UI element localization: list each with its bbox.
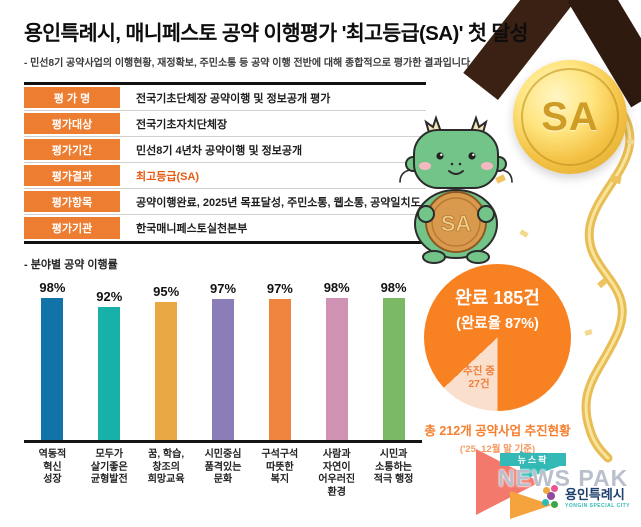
mascot-coin-text: SA [441,211,472,236]
bar-column: 98% [365,280,422,440]
pie-main-label-line2: (완료율 87%) [456,316,539,332]
bar [41,298,64,440]
bar [382,298,405,440]
bar-category-label: 역동적 혁신 성장 [38,449,67,485]
dragon-mascot: SA [399,114,513,264]
bar [212,299,234,440]
bar-value-label: 97% [209,281,237,296]
bar-category-label: 시민중심 품격있는 문화 [204,449,242,485]
table-row-value: 전국기초단체장 공약이행 및 정보공개 평가 [136,92,331,105]
confetti-piece [519,229,529,238]
bar-column: 95% [138,284,195,440]
bar-column: 98% [308,280,365,440]
table-row-value-highlight: 최고등급(SA) [136,170,200,183]
table-row: 평가결과 최고등급(SA) [24,163,426,189]
yongin-city-name-english: YONGIN SPECIAL CITY [565,503,630,509]
emblem-dot [551,500,558,508]
yongin-city-emblem-icon [540,484,560,509]
evaluation-table: 평 가 명 전국기초단체장 공약이행 및 정보공개 평가 평가대상 전국기초자치… [24,82,426,244]
pie-circle [424,264,571,411]
table-row-value: 한국매니페스토실천본부 [136,223,248,235]
bar [268,299,291,440]
page-subtitle: - 민선8기 공약사업의 이행현황, 재정확보, 주민소통 등 공약 이행 전반… [24,58,471,69]
bar-category-label: 시민과 소통하는 적극 행정 [373,449,414,485]
table-row: 평가기간 민선8기 4년차 공약이행 및 정보공개 [24,137,426,163]
emblem-dot [543,486,550,494]
bar-value-label: 97% [266,281,293,296]
table-row: 평 가 명 전국기초단체장 공약이행 및 정보공개 평가 [24,85,426,111]
pie-main-label: 완료 185건 (완료율 87%) [424,284,571,333]
pie-main-label-line1: 완료 185건 [455,288,540,308]
pie-chart: 완료 185건 (완료율 87%) 추진 중 27건 [424,264,571,411]
bar [325,298,348,440]
bar-value-label: 98% [323,280,350,295]
pie-summary-title: 총 212개 공약사업 추진현황 [424,424,571,438]
bar-value-label: 95% [153,284,180,299]
sa-medal: SA [513,60,627,174]
table-row-label: 평가항목 [24,191,120,212]
bar-column: 92% [81,289,138,440]
newspak-korean-label: 뉴스팍 [500,453,566,466]
medal-inner-ring [521,68,619,166]
table-row-label: 평 가 명 [24,87,120,108]
bar-chart: 98% 92% 95% 97% 97% 98% 98% 역동적 혁신 성장 모두가 살기좋은 … [24,276,422,499]
newspak-logo-text: NEWS PAK [498,465,629,491]
table-row-label: 평가대상 [24,113,120,134]
bar-value-label: 98% [380,280,407,295]
bar-category-label: 모두가 살기좋은 균형발전 [90,449,128,485]
bar-category-label: 사람과 자연이 어우러진 환경 [318,449,356,498]
table-row: 평가기관 한국매니페스토실천본부 [24,215,426,241]
bar-value-label: 98% [39,280,66,295]
table-row: 평가대상 전국기초자치단체장 [24,111,426,137]
table-row-value: 민선8기 4년차 공약이행 및 정보공개 [136,144,303,157]
table-row-value: 전국기초자치단체장 [136,118,228,131]
bar-column: 97% [251,281,308,440]
bar-value-label: 92% [96,289,123,304]
table-row-label: 평가기간 [24,139,120,160]
bar-chart-category-labels: 역동적 혁신 성장 모두가 살기좋은 균형발전 꿈, 학습, 창조의 희망교육 시민중… [24,443,422,499]
pie-small-slice-label: 추진 중 27건 [463,365,495,390]
footer-logos: 뉴스팍 NEWS PAK 용인특례시 YONGIN SPECIAL CITY [470,446,641,521]
table-row-label: 평가기관 [24,217,120,239]
bar [155,302,178,440]
bar [98,307,121,440]
page-title: 용인특례시, 매니페스토 공약 이행평가 '최고등급(SA)' 첫 달성 [24,22,529,45]
bar-column: 98% [24,280,81,440]
yongin-city-logo: 용인특례시 YONGIN SPECIAL CITY [540,484,630,509]
table-row-label: 평가결과 [24,165,120,186]
bar-column: 97% [195,281,252,440]
pie-summary-basis-date: ('25. 12월 말 기준) [459,444,536,455]
bar-chart-plot-area: 98% 92% 95% 97% 97% 98% 98% [24,276,422,443]
bar-category-label: 구석구석 따뜻한 복지 [261,449,299,485]
emblem-dot [547,491,555,500]
yongin-city-name-korean: 용인특례시 [565,487,625,502]
bar-chart-section-label: - 분야별 공약 이행률 [24,259,118,271]
emblem-dot [551,484,558,492]
table-row: 평가항목 공약이행완료, 2025년 목표달성, 주민소통, 웹소통, 공약일치… [24,189,426,215]
emblem-dot [542,498,549,506]
bar-category-label: 꿈, 학습, 창조의 희망교육 [147,449,185,485]
table-row-value: 공약이행완료, 2025년 목표달성, 주민소통, 웹소통, 공약일치도 [136,196,421,209]
pie-summary: 총 212개 공약사업 추진현황 ('25. 12월 말 기준) [415,420,580,455]
